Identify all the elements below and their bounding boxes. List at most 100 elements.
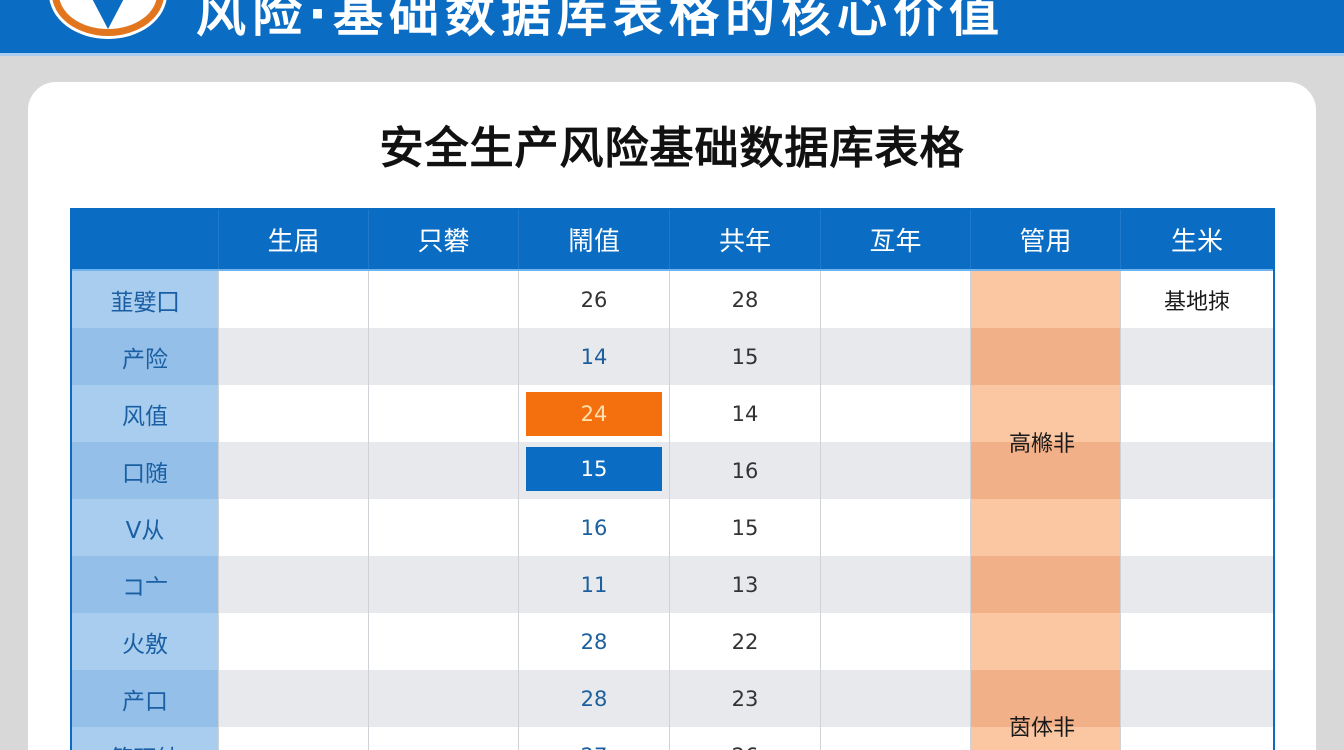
table-cell[interactable] xyxy=(219,613,369,670)
table-cell[interactable]: 14 xyxy=(670,385,821,442)
table-cell[interactable] xyxy=(1121,385,1273,442)
blue-highlight-value: 15 xyxy=(526,447,662,491)
banner-title: 风险·基础数据库表格的核心价值 xyxy=(196,0,1005,43)
table-cell[interactable] xyxy=(219,385,369,442)
table-cell[interactable] xyxy=(1121,670,1273,727)
table-row[interactable]: 产口 28 23 xyxy=(72,670,1273,727)
table-row[interactable]: 口随 15 16 xyxy=(72,442,1273,499)
risk-database-table: 生届 只礬 鬧值 共年 亙年 管用 生米 韮嬖囗 26 28 基地拺 产险 14… xyxy=(70,208,1275,750)
table-cell[interactable]: 16 xyxy=(519,499,670,556)
table-row[interactable]: 韮嬖囗 26 28 基地拺 xyxy=(72,271,1273,328)
table-row[interactable]: 简珏紶 27 26 xyxy=(72,727,1273,750)
table-cell[interactable]: 26 xyxy=(670,727,821,750)
table-cell[interactable]: 28 xyxy=(670,271,821,328)
column-header[interactable]: 亙年 xyxy=(821,210,971,269)
table-cell[interactable] xyxy=(821,670,971,727)
management-label: 高樤非 xyxy=(1009,432,1076,457)
management-cell[interactable] xyxy=(971,271,1121,328)
table-cell[interactable] xyxy=(1121,727,1273,750)
table-cell[interactable]: 11 xyxy=(519,556,670,613)
column-header[interactable] xyxy=(72,210,219,269)
management-cell[interactable] xyxy=(971,328,1121,385)
table-cell[interactable] xyxy=(821,556,971,613)
table-cell[interactable] xyxy=(821,385,971,442)
table-cell[interactable] xyxy=(369,499,519,556)
management-cell[interactable] xyxy=(971,670,1121,727)
management-cell[interactable] xyxy=(971,727,1121,750)
row-label: 产口 xyxy=(72,670,219,727)
management-cell[interactable] xyxy=(971,613,1121,670)
table-cell[interactable] xyxy=(219,328,369,385)
table-row[interactable]: V从 16 15 xyxy=(72,499,1273,556)
table-cell[interactable] xyxy=(821,442,971,499)
table-row[interactable]: 产险 14 15 xyxy=(72,328,1273,385)
table-cell[interactable]: 27 xyxy=(519,727,670,750)
table-cell[interactable]: 28 xyxy=(519,613,670,670)
row-label: 产险 xyxy=(72,328,219,385)
column-header[interactable]: 管用 xyxy=(971,210,1121,269)
page-title: 安全生产风险基础数据库表格 xyxy=(379,123,965,174)
table-cell[interactable] xyxy=(219,499,369,556)
row-label: コ亠 xyxy=(72,556,219,613)
orange-highlight-value: 24 xyxy=(526,392,662,436)
management-cell[interactable] xyxy=(971,499,1121,556)
table-cell[interactable] xyxy=(1121,613,1273,670)
table-cell[interactable] xyxy=(369,328,519,385)
column-header[interactable]: 共年 xyxy=(670,210,821,269)
table-cell[interactable]: 16 xyxy=(670,442,821,499)
table-cell[interactable]: 26 xyxy=(519,271,670,328)
table-row[interactable]: コ亠 11 13 xyxy=(72,556,1273,613)
table-cell[interactable] xyxy=(369,556,519,613)
table-cell[interactable] xyxy=(219,670,369,727)
row-label: 韮嬖囗 xyxy=(72,271,219,328)
column-header[interactable]: 只礬 xyxy=(369,210,519,269)
table-cell[interactable] xyxy=(821,328,971,385)
table-cell-highlighted[interactable]: 24 xyxy=(519,385,670,442)
table-cell[interactable] xyxy=(821,271,971,328)
table-cell[interactable] xyxy=(369,727,519,750)
table-cell-highlighted[interactable]: 15 xyxy=(519,442,670,499)
table-cell[interactable] xyxy=(369,442,519,499)
table-row[interactable]: 风值 24 14 xyxy=(72,385,1273,442)
table-cell[interactable] xyxy=(821,613,971,670)
row-label: 风值 xyxy=(72,385,219,442)
table-cell[interactable]: 15 xyxy=(670,328,821,385)
table-cell[interactable] xyxy=(821,499,971,556)
row-label: 火敫 xyxy=(72,613,219,670)
row-label: 口随 xyxy=(72,442,219,499)
table-cell[interactable]: 28 xyxy=(519,670,670,727)
v-mark-icon xyxy=(87,0,129,29)
table-cell[interactable]: 14 xyxy=(519,328,670,385)
column-header[interactable]: 生米 xyxy=(1170,227,1223,257)
management-cell[interactable] xyxy=(971,442,1121,499)
table-header: 生届 只礬 鬧值 共年 亙年 管用 生米 xyxy=(72,210,1273,271)
table-cell[interactable] xyxy=(369,670,519,727)
table-cell[interactable] xyxy=(1121,499,1273,556)
table-cell[interactable] xyxy=(219,556,369,613)
table-cell[interactable] xyxy=(1121,328,1273,385)
table-cell[interactable]: 基地拺 xyxy=(1163,289,1230,315)
table-cell[interactable]: 23 xyxy=(670,670,821,727)
column-header[interactable]: 鬧值 xyxy=(519,210,670,269)
table-cell[interactable] xyxy=(369,385,519,442)
top-banner: 风险·基础数据库表格的核心价值 xyxy=(0,0,1344,56)
table-cell[interactable]: 22 xyxy=(670,613,821,670)
management-label: 茵体非 xyxy=(1009,716,1076,741)
table-cell[interactable] xyxy=(369,613,519,670)
table-cell[interactable]: 13 xyxy=(670,556,821,613)
table-cell[interactable] xyxy=(1121,556,1273,613)
table-row[interactable]: 火敫 28 22 xyxy=(72,613,1273,670)
table-cell[interactable] xyxy=(369,271,519,328)
row-label: 简珏紶 xyxy=(72,727,219,750)
table-cell[interactable] xyxy=(1121,442,1273,499)
table-cell[interactable] xyxy=(219,727,369,750)
management-cell[interactable] xyxy=(971,556,1121,613)
column-header[interactable]: 生届 xyxy=(219,210,369,269)
table-cell[interactable]: 15 xyxy=(670,499,821,556)
table-cell[interactable] xyxy=(821,727,971,750)
management-cell[interactable] xyxy=(971,385,1121,442)
shield-v-logo-icon xyxy=(52,0,164,36)
table-cell[interactable] xyxy=(219,442,369,499)
table-cell[interactable] xyxy=(219,271,369,328)
row-label: V从 xyxy=(72,499,219,556)
